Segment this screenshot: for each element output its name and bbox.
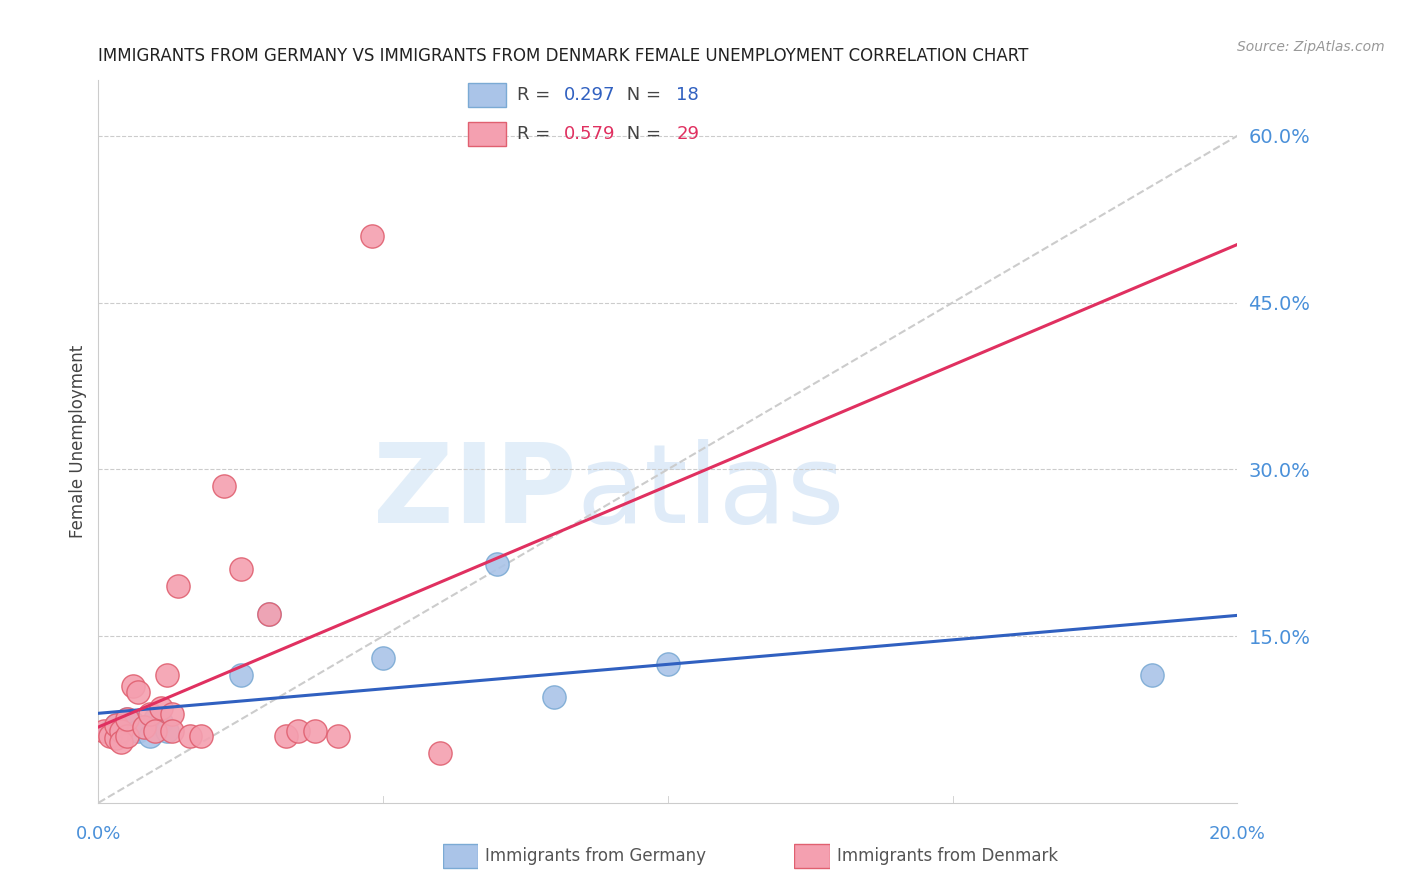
Point [110,720,132,734]
Point [98,723,121,738]
Text: Source: ZipAtlas.com: Source: ZipAtlas.com [1237,40,1385,54]
Point [115,713,138,727]
Point [104,731,127,746]
Text: 0.579: 0.579 [564,125,616,143]
Point [98,729,121,743]
Text: Immigrants from Germany: Immigrants from Germany [485,847,706,865]
Point [304,723,326,738]
Point [115,713,138,727]
Point [104,718,127,732]
Point [145,713,167,727]
Point [156,723,179,738]
Bar [468,122,506,146]
Text: R =: R = [517,87,557,104]
Text: N =: N = [621,87,668,104]
Point [276,729,298,743]
Point [162,706,184,721]
Text: Immigrants from Denmark: Immigrants from Denmark [837,847,1057,865]
Point [93,723,115,738]
Text: 18: 18 [676,87,699,104]
Bar [468,83,506,107]
Point [229,668,252,682]
Text: 0.297: 0.297 [564,87,616,104]
Point [138,706,160,721]
Point [1140,668,1163,682]
Point [121,679,143,693]
Point [132,720,155,734]
Text: 20.0%: 20.0% [1209,825,1265,843]
Point [373,651,395,665]
Text: atlas: atlas [576,439,845,546]
Point [121,715,143,730]
Text: N =: N = [621,125,668,143]
Point [110,734,132,748]
Point [259,607,281,621]
Point [150,714,173,729]
Text: 29: 29 [676,125,699,143]
Point [104,718,127,732]
Point [110,723,132,738]
Point [360,228,382,243]
Point [429,746,451,760]
Point [287,723,309,738]
Point [138,729,160,743]
Point [486,557,509,571]
Point [179,729,201,743]
Text: R =: R = [517,125,557,143]
Point [657,657,679,671]
Point [326,729,349,743]
Text: 0.0%: 0.0% [76,825,121,843]
Point [259,607,281,621]
Point [150,701,173,715]
Point [132,720,155,734]
Point [127,684,149,698]
Point [156,668,179,682]
Point [162,723,184,738]
Point [115,729,138,743]
Point [127,723,149,738]
Point [229,562,252,576]
Point [145,723,167,738]
Point [212,479,235,493]
Text: IMMIGRANTS FROM GERMANY VS IMMIGRANTS FROM DENMARK FEMALE UNEMPLOYMENT CORRELATI: IMMIGRANTS FROM GERMANY VS IMMIGRANTS FR… [98,47,1029,65]
Y-axis label: Female Unemployment: Female Unemployment [69,345,87,538]
Text: ZIP: ZIP [374,439,576,546]
Point [167,579,190,593]
Point [190,729,212,743]
Point [543,690,565,705]
